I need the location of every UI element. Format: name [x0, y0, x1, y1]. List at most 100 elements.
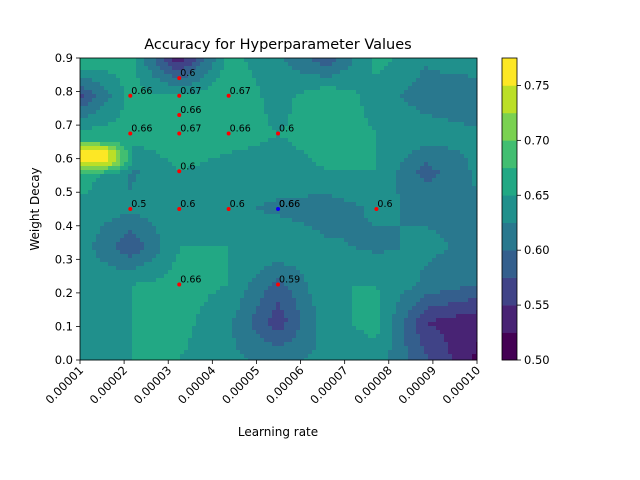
contour-cell [288, 78, 293, 83]
contour-cell [176, 98, 181, 103]
contour-cell [188, 102, 193, 107]
contour-cell [120, 102, 125, 107]
contour-cell [232, 238, 237, 243]
contour-cell [316, 266, 321, 271]
contour-cell [224, 290, 229, 295]
contour-cell [204, 190, 209, 195]
contour-cell [140, 326, 145, 331]
contour-cell [92, 266, 97, 271]
contour-cell [316, 114, 321, 119]
contour-cell [164, 250, 169, 255]
contour-cell [304, 186, 309, 191]
contour-cell [220, 202, 225, 207]
contour-cell [264, 198, 269, 203]
contour-cell [116, 166, 121, 171]
contour-cell [328, 110, 333, 115]
contour-cell [116, 346, 121, 351]
contour-cell [84, 106, 89, 111]
contour-cell [268, 234, 273, 239]
contour-cell [284, 186, 289, 191]
contour-cell [164, 106, 169, 111]
contour-cell [304, 106, 309, 111]
contour-cell [240, 154, 245, 159]
contour-cell [164, 190, 169, 195]
contour-cell [168, 202, 173, 207]
contour-cell [112, 354, 117, 359]
contour-cell [292, 242, 297, 247]
contour-cell [192, 326, 197, 331]
contour-cell [288, 178, 293, 183]
contour-cell [160, 178, 165, 183]
contour-cell [268, 94, 273, 99]
contour-cell [116, 94, 121, 99]
contour-cell [308, 194, 313, 199]
contour-cell [208, 102, 213, 107]
contour-cell [196, 314, 201, 319]
contour-cell [204, 222, 209, 227]
contour-cell [280, 314, 285, 319]
contour-cell [132, 198, 137, 203]
contour-cell [292, 238, 297, 243]
contour-cell [96, 114, 101, 119]
contour-cell [112, 58, 117, 63]
contour-cell [148, 298, 153, 303]
contour-cell [256, 198, 261, 203]
contour-cell [212, 326, 217, 331]
contour-cell [100, 274, 105, 279]
contour-cell [172, 254, 177, 259]
contour-cell [176, 122, 181, 127]
contour-cell [140, 274, 145, 279]
contour-cell [260, 302, 265, 307]
contour-cell [112, 322, 117, 327]
contour-cell [268, 286, 273, 291]
contour-cell [340, 230, 345, 235]
contour-cell [260, 146, 265, 151]
contour-cell [288, 114, 293, 119]
contour-cell [192, 90, 197, 95]
contour-cell [272, 354, 277, 359]
contour-cell [328, 322, 333, 327]
contour-cell [152, 138, 157, 143]
contour-cell [312, 330, 317, 335]
contour-cell [264, 242, 269, 247]
contour-cell [272, 238, 277, 243]
contour-cell [116, 74, 121, 79]
contour-cell [320, 218, 325, 223]
contour-cell [100, 218, 105, 223]
contour-cell [84, 318, 89, 323]
contour-cell [164, 270, 169, 275]
contour-cell [292, 358, 297, 361]
contour-cell [108, 74, 113, 79]
contour-cell [136, 86, 141, 91]
contour-cell [240, 146, 245, 151]
contour-cell [272, 186, 277, 191]
contour-cell [332, 214, 337, 219]
contour-cell [176, 126, 181, 131]
contour-cell [268, 230, 273, 235]
contour-cell [328, 314, 333, 319]
contour-cell [320, 202, 325, 207]
contour-cell [336, 342, 341, 347]
contour-cell [256, 206, 261, 211]
contour-cell [212, 282, 217, 287]
contour-cell [128, 238, 133, 243]
contour-cell [136, 286, 141, 291]
contour-cell [100, 234, 105, 239]
contour-cell [112, 194, 117, 199]
contour-cell [212, 62, 217, 67]
contour-cell [184, 282, 189, 287]
contour-cell [196, 138, 201, 143]
contour-cell [216, 118, 221, 123]
contour-cell [236, 342, 241, 347]
contour-cell [176, 294, 181, 299]
contour-cell [268, 110, 273, 115]
contour-cell [172, 274, 177, 279]
contour-cell [84, 226, 89, 231]
contour-cell [80, 166, 85, 171]
contour-cell [108, 206, 113, 211]
contour-cell [224, 198, 229, 203]
contour-cell [296, 166, 301, 171]
contour-cell [320, 102, 325, 107]
contour-cell [128, 258, 133, 263]
contour-cell [232, 310, 237, 315]
